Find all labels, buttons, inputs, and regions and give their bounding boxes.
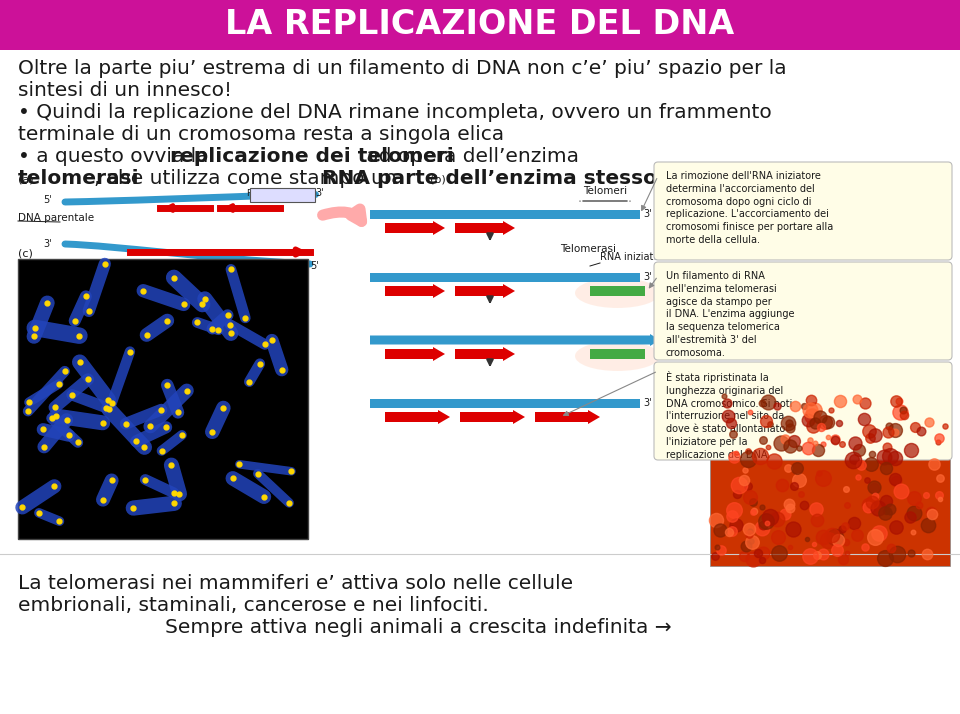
FancyArrow shape — [455, 221, 515, 235]
Text: Oltre la parte piu’ estrema di un filamento di DNA non c’e’ piu’ spazio per la: Oltre la parte piu’ estrema di un filame… — [18, 59, 786, 78]
Text: (b): (b) — [430, 174, 445, 184]
Text: 3': 3' — [663, 335, 672, 345]
Text: telomerasi: telomerasi — [18, 169, 139, 188]
Text: terminale di un cromosoma resta a singola elica: terminale di un cromosoma resta a singol… — [18, 125, 504, 144]
Bar — [0, 0, 960, 50]
Text: ad opera dell’enzima: ad opera dell’enzima — [360, 147, 579, 166]
FancyArrow shape — [455, 284, 515, 298]
Text: RNA parte dell’enzima stesso: RNA parte dell’enzima stesso — [322, 169, 657, 188]
Text: È stata ripristinata la
lunghezza originaria del
DNA cromosomico. Si noti
l'inte: È stata ripristinata la lunghezza origin… — [666, 371, 792, 460]
Text: 5': 5' — [43, 195, 52, 205]
Text: Telomerasi: Telomerasi — [560, 244, 616, 254]
FancyArrow shape — [385, 221, 445, 235]
Text: 3': 3' — [643, 398, 652, 408]
FancyArrow shape — [385, 284, 445, 298]
FancyArrow shape — [385, 347, 445, 361]
FancyArrow shape — [370, 273, 640, 281]
Text: Sempre attiva negli animali a crescita indefinita →: Sempre attiva negli animali a crescita i… — [165, 618, 672, 637]
FancyArrow shape — [370, 398, 640, 408]
Text: • Quindi la replicazione del DNA rimane incompleta, ovvero un frammento: • Quindi la replicazione del DNA rimane … — [18, 103, 772, 122]
FancyArrow shape — [460, 410, 525, 424]
Text: (a): (a) — [18, 174, 34, 184]
Text: Telomeri: Telomeri — [583, 186, 627, 196]
Text: sintesi di un innesco!: sintesi di un innesco! — [18, 81, 232, 100]
Text: 3': 3' — [315, 188, 324, 198]
Bar — [590, 286, 645, 296]
Text: 3': 3' — [643, 272, 652, 282]
Text: • a questo ovvia la: • a questo ovvia la — [18, 147, 215, 166]
FancyBboxPatch shape — [654, 162, 952, 260]
Text: RNA iniziatore: RNA iniziatore — [600, 252, 669, 262]
Text: Filamento figlio: Filamento figlio — [247, 188, 317, 198]
Text: (c): (c) — [18, 249, 33, 259]
Bar — [18, 259, 308, 539]
FancyArrow shape — [535, 410, 600, 424]
Bar — [710, 391, 950, 566]
FancyArrow shape — [455, 347, 515, 361]
Text: La telomerasi nei mammiferi e’ attiva solo nelle cellule: La telomerasi nei mammiferi e’ attiva so… — [18, 574, 573, 593]
FancyArrow shape — [370, 209, 640, 218]
FancyArrow shape — [385, 410, 450, 424]
Text: 3': 3' — [43, 239, 52, 249]
FancyBboxPatch shape — [654, 362, 952, 460]
FancyBboxPatch shape — [654, 262, 952, 360]
Text: La rimozione dell'RNA iniziatore
determina l'accorciamento del
cromosoma dopo og: La rimozione dell'RNA iniziatore determi… — [666, 171, 833, 245]
FancyArrow shape — [370, 334, 660, 346]
Bar — [250, 188, 315, 202]
Ellipse shape — [575, 341, 660, 371]
Text: embrionali, staminali, cancerose e nei linfociti.: embrionali, staminali, cancerose e nei l… — [18, 596, 489, 615]
Text: Un filamento di RNA
nell'enzima telomerasi
agisce da stampo per
il DNA. L'enzima: Un filamento di RNA nell'enzima telomera… — [666, 271, 795, 358]
Bar — [590, 349, 645, 359]
Text: DNA parentale: DNA parentale — [18, 213, 94, 223]
Text: LA REPLICAZIONE DEL DNA: LA REPLICAZIONE DEL DNA — [226, 9, 734, 41]
Text: 5': 5' — [310, 261, 319, 271]
Text: replicazione dei telomeri: replicazione dei telomeri — [170, 147, 454, 166]
Text: , che utilizza come stampo un: , che utilizza come stampo un — [94, 169, 403, 188]
Ellipse shape — [575, 278, 660, 308]
Text: 3': 3' — [643, 209, 652, 219]
